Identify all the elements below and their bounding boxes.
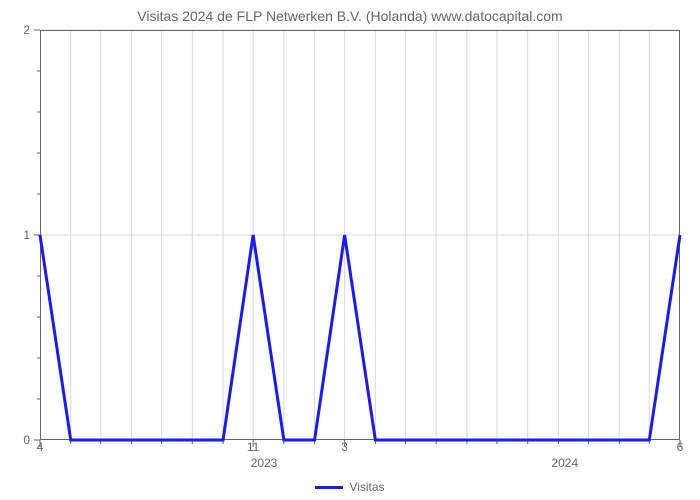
chart-container: Visitas 2024 de FLP Netwerken B.V. (Hola… xyxy=(0,0,700,500)
x-axis-year-labels: 2023 2024 xyxy=(40,456,680,470)
x-tick-label: 3 xyxy=(341,440,348,454)
x-year-label: 2024 xyxy=(551,456,578,470)
x-axis-major-labels: 41136 xyxy=(40,440,680,454)
y-tick-label: 1 xyxy=(23,228,30,242)
y-tick-label: 2 xyxy=(23,23,30,37)
x-tick-label: 11 xyxy=(247,440,259,454)
legend-swatch xyxy=(315,486,343,489)
plot-area xyxy=(40,30,680,440)
chart-svg xyxy=(40,30,680,440)
x-tick-label: 6 xyxy=(677,440,684,454)
y-tick-label: 0 xyxy=(23,433,30,447)
x-tick-label: 4 xyxy=(37,440,44,454)
legend-label: Visitas xyxy=(349,480,384,494)
legend: Visitas xyxy=(0,480,700,494)
y-axis-labels: 012 xyxy=(0,30,36,440)
chart-title: Visitas 2024 de FLP Netwerken B.V. (Hola… xyxy=(0,0,700,30)
x-year-label: 2023 xyxy=(251,456,278,470)
